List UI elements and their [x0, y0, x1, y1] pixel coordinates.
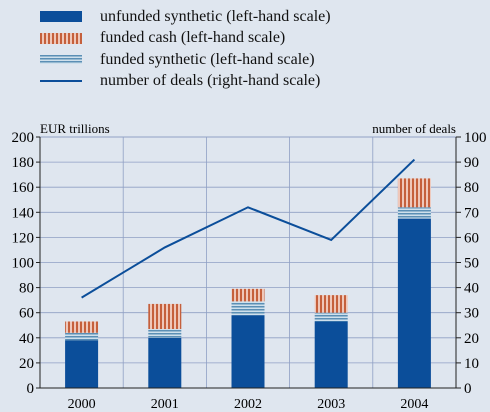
x-tick-label: 2004: [400, 397, 428, 412]
legend-label: number of deals (right-hand scale): [100, 72, 321, 90]
right-tick-label: 50: [464, 256, 479, 272]
left-tick-label: 20: [19, 356, 34, 372]
right-tick-label: 90: [464, 155, 479, 171]
right-tick-label: 80: [464, 180, 479, 196]
bar-funded-synthetic: [65, 332, 99, 341]
line-swatch: [40, 80, 82, 83]
bar-funded-cash: [148, 303, 182, 330]
left-tick-label: 60: [19, 306, 34, 322]
right-tick-label: 70: [464, 205, 479, 221]
right-axis-title: number of deals: [372, 121, 456, 136]
bar-unfunded-synthetic: [231, 315, 265, 388]
x-tick-label: 2002: [234, 397, 262, 412]
legend-item-funded-synthetic: funded synthetic (left-hand scale): [40, 49, 331, 71]
left-tick-label: 120: [12, 230, 35, 246]
left-tick-label: 40: [19, 331, 34, 347]
right-tick-label: 60: [464, 230, 479, 246]
red-striped-swatch: [40, 32, 82, 44]
legend-item-funded-cash: funded cash (left-hand scale): [40, 28, 331, 50]
bar-funded-synthetic: [148, 329, 182, 338]
bar-funded-synthetic: [231, 301, 265, 316]
legend: unfunded synthetic (left-hand scale) fun…: [40, 6, 331, 92]
bar-unfunded-synthetic: [65, 340, 99, 388]
bar-unfunded-synthetic: [397, 218, 431, 388]
number-of-deals-line: [81, 158, 416, 299]
bar-funded-cash: [231, 288, 265, 302]
x-tick-label: 2000: [68, 397, 96, 412]
axes: 0204060801001201401601802000102030405060…: [12, 130, 487, 412]
bar-funded-cash: [314, 295, 348, 313]
blue-striped-swatch: [40, 55, 82, 65]
right-tick-label: 10: [464, 356, 479, 372]
bar-unfunded-synthetic: [148, 337, 182, 388]
bar-funded-cash: [397, 178, 431, 208]
legend-label: funded cash (left-hand scale): [100, 29, 286, 47]
legend-label: funded synthetic (left-hand scale): [100, 50, 315, 68]
legend-item-number-of-deals: number of deals (right-hand scale): [40, 71, 331, 93]
x-tick-label: 2001: [151, 397, 179, 412]
right-tick-label: 40: [464, 281, 479, 297]
bar-funded-synthetic: [397, 207, 431, 219]
x-tick-label: 2003: [317, 397, 345, 412]
right-tick-label: 0: [464, 381, 472, 397]
bars: [65, 178, 431, 388]
left-axis-title: EUR trillions: [40, 121, 110, 136]
gridlines: [39, 136, 457, 389]
bar-funded-synthetic: [314, 312, 348, 322]
solid-blue-swatch: [40, 11, 82, 23]
left-tick-label: 100: [12, 256, 35, 272]
left-tick-label: 180: [12, 155, 35, 171]
left-tick-label: 140: [12, 205, 35, 221]
bar-unfunded-synthetic: [314, 321, 348, 388]
right-tick-label: 20: [464, 331, 479, 347]
bar-funded-cash: [65, 321, 99, 333]
legend-label: unfunded synthetic (left-hand scale): [100, 7, 331, 25]
left-tick-label: 200: [12, 130, 35, 146]
right-tick-label: 30: [464, 306, 479, 322]
right-tick-label: 100: [464, 130, 487, 146]
legend-item-unfunded-synthetic: unfunded synthetic (left-hand scale): [40, 6, 331, 28]
left-tick-label: 80: [19, 281, 34, 297]
left-tick-label: 0: [27, 381, 35, 397]
deals-line: [81, 158, 416, 299]
left-tick-label: 160: [12, 180, 35, 196]
